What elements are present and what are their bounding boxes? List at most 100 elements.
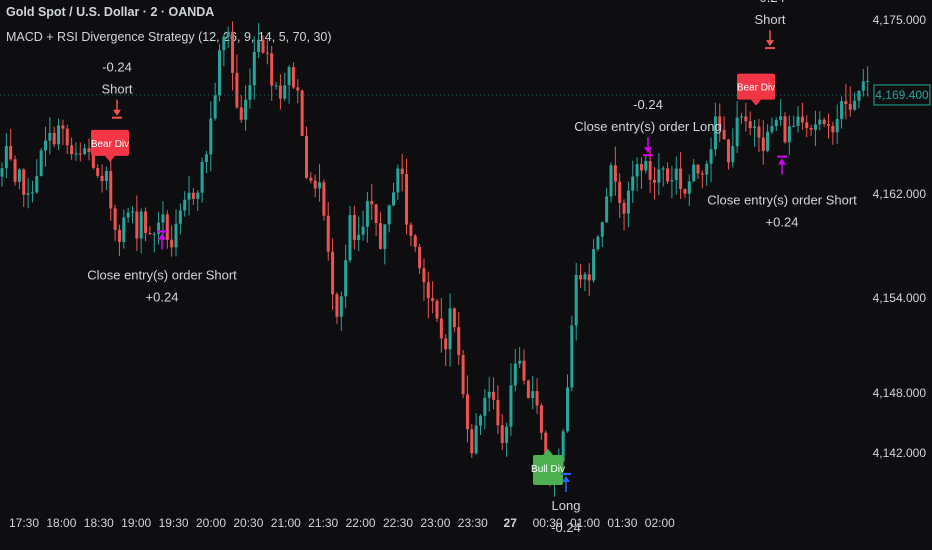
symbol-title[interactable]: Gold Spot / U.S. Dollar · 2 · OANDA [6,5,215,19]
x-tick-label: 22:00 [346,516,376,530]
candle-body [766,131,770,151]
candle [526,379,530,399]
x-tick-label: 23:30 [458,516,488,530]
candle-body [392,192,395,206]
candle-body [74,153,78,155]
candle [131,206,134,224]
candle [666,162,670,184]
candle-body [348,215,352,261]
y-tick-label: 4,175.000 [873,13,927,27]
trade-label: Short [754,12,785,27]
candle [392,182,395,207]
candle-body [792,125,796,127]
candle [757,118,761,152]
candle-body [844,101,848,105]
x-tick-label: 20:00 [196,516,226,530]
y-tick-label: 4,142.000 [873,446,927,460]
candle [300,89,304,137]
candle [866,66,870,97]
candle-body [731,146,735,163]
candle-body [48,132,52,141]
candle [405,158,409,235]
candle [204,150,208,174]
candle-body [104,171,108,182]
candle [726,138,730,170]
candle-body [592,249,596,281]
candle [148,226,152,235]
x-tick-label: 00:30 [533,516,563,530]
candle [191,188,195,206]
x-tick-label: 18:30 [84,516,114,530]
candle-body [148,232,152,235]
trade-label: +0.24 [766,215,799,230]
y-tick-label: 4,154.000 [873,291,927,305]
signal-label: Bull Div [531,464,565,475]
candle [296,79,300,104]
candle-body [700,173,704,175]
candle-body [265,52,269,54]
candle [583,271,587,292]
candle-body [644,161,648,171]
candle-body [352,215,356,240]
candle [65,124,69,154]
candle [435,298,439,322]
candle-body [439,318,443,339]
candle [465,375,469,443]
candle [231,21,235,91]
candle-body [639,164,643,171]
candle [422,258,426,301]
candle [152,231,156,253]
candle-body [626,190,630,214]
candle-body [692,164,696,182]
candle-body [631,176,635,191]
candle-body [313,180,317,189]
candle-body [100,175,104,182]
candle-body [283,85,287,99]
candle-body [661,168,665,170]
candle [344,244,348,308]
candle [722,116,726,140]
candle [291,62,295,90]
candle-body [239,107,243,120]
x-tick-label: 21:30 [308,516,338,530]
candle [109,159,113,221]
candle [779,98,783,126]
candle [117,224,121,257]
candle [322,179,326,221]
candle-body [61,125,65,129]
candle [361,210,365,241]
candle-body [705,163,709,175]
candle [183,191,187,217]
candle [44,126,47,167]
candle [483,389,487,430]
signal-label: Bear Div [91,139,129,150]
candle [596,234,600,252]
candle-body [374,204,378,224]
x-tick-label: 27 [504,516,518,530]
candle [17,168,21,190]
candle-body [378,223,382,249]
candle [357,216,361,252]
candle-body [291,67,295,88]
candle-body [670,180,674,182]
candle [139,208,143,254]
candle [579,263,583,288]
candle-body [252,51,256,86]
candle-body [78,153,82,155]
candle [61,119,65,146]
candle-body [270,53,274,86]
candle-body [579,274,583,280]
candle [566,374,569,433]
candle [439,297,443,353]
candle [687,174,691,207]
candle [452,307,456,333]
x-tick-label: 19:30 [159,516,189,530]
trade-arrow-head [778,158,786,165]
candle-body [740,116,743,118]
candle-body [191,192,195,199]
candle [39,147,43,177]
strategy-legend[interactable]: MACD + RSI Divergence Strategy (12, 26, … [6,30,332,44]
candle-body [827,124,830,126]
candle-body [248,85,252,100]
